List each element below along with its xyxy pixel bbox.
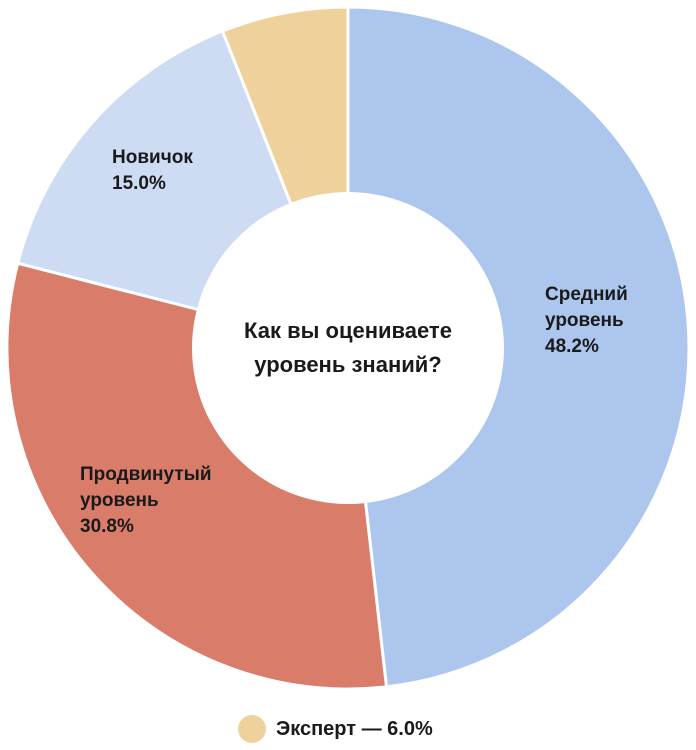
slice-label-3-line-1: Новичок (112, 147, 193, 168)
slice-label-1-line-2: уровень (545, 310, 624, 331)
slice-label-3-line-2: 15.0% (112, 173, 166, 194)
slice-label-1-line-3: 48.2% (545, 336, 599, 357)
slice-label-2-line-3: 30.8% (80, 516, 134, 537)
chart-title-line-1: Как вы оцениваете (244, 318, 452, 343)
pie-slice-1 (346, 5, 691, 689)
slice-label-2-line-1: Продвинутый (80, 464, 212, 485)
legend-swatch-expert (238, 715, 266, 743)
slice-label-1-line-1: Средний (545, 284, 628, 305)
chart-labels: Средний уровень 48.2% Продвинутый уровень 30.… (80, 147, 628, 537)
legend: Эксперт — 6.0% (238, 712, 433, 746)
slice-label-2-line-2: уровень (80, 490, 159, 511)
donut-hole (192, 192, 504, 504)
legend-label-expert: Эксперт — 6.0% (276, 717, 433, 740)
chart-title-line-2: уровень знаний? (254, 352, 441, 377)
